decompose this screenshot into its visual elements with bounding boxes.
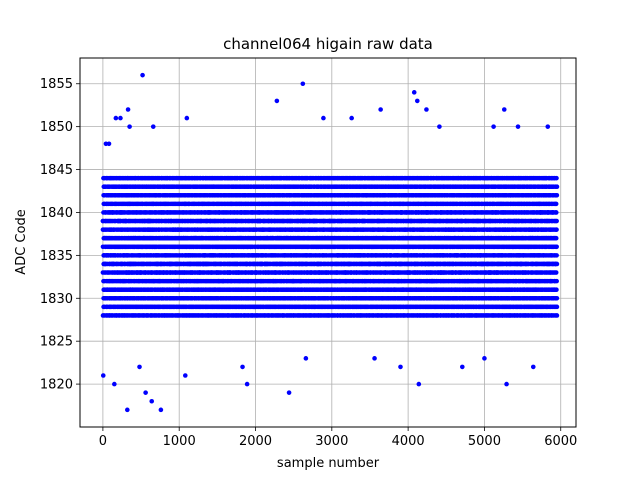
data-points <box>100 72 560 413</box>
